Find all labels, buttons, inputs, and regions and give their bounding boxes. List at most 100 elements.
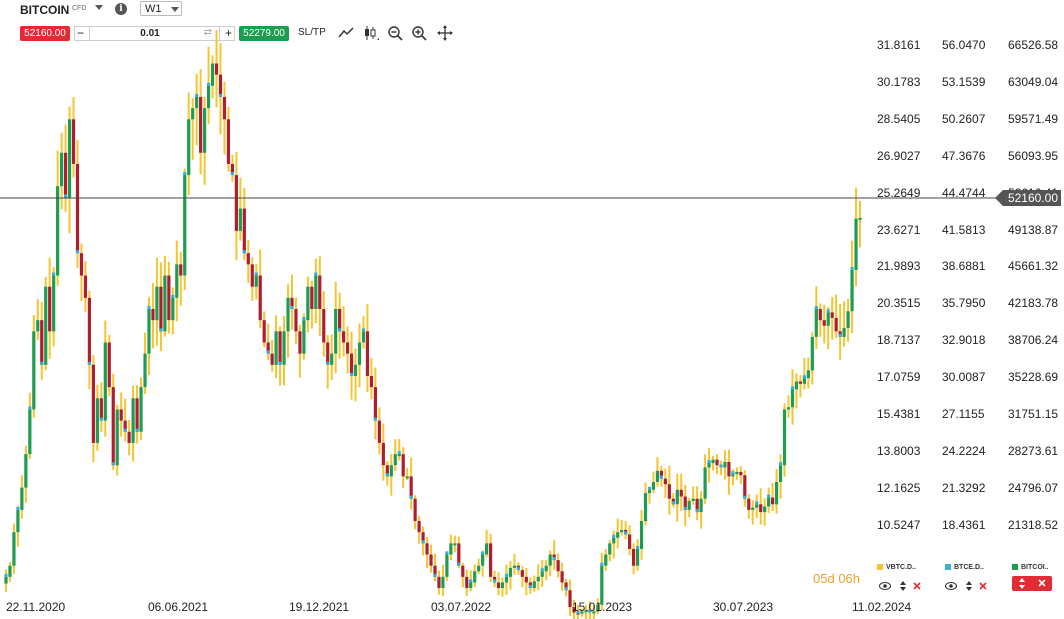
- timeframe-select[interactable]: W1: [140, 1, 182, 16]
- btce-marker: [600, 562, 604, 566]
- candle: [63, 124, 68, 212]
- sell-price-button[interactable]: 52160.00: [20, 26, 70, 41]
- candle: [739, 466, 743, 484]
- increase-volume-button[interactable]: +: [224, 26, 232, 40]
- candle-body-up: [723, 461, 727, 468]
- y-tick-label: 56.0470: [942, 38, 986, 52]
- candle-body-up: [810, 336, 814, 371]
- candle: [377, 407, 381, 455]
- candle-body-down: [99, 398, 103, 421]
- y-tick-label: 28273.61: [1008, 443, 1059, 458]
- btce-marker: [52, 272, 56, 276]
- close-icon[interactable]: [913, 582, 921, 590]
- volume-input[interactable]: 0.01: [140, 28, 160, 39]
- candle-body-down: [151, 309, 155, 321]
- zoom-in-icon[interactable]: [410, 24, 428, 42]
- candle: [254, 264, 258, 300]
- candle: [71, 97, 76, 178]
- eye-icon[interactable]: [945, 582, 957, 590]
- candle-body-down: [747, 498, 751, 510]
- candle-body-up: [254, 275, 258, 287]
- candle-body-down: [230, 163, 235, 176]
- candle-body-down: [421, 532, 425, 544]
- info-icon[interactable]: i: [115, 3, 127, 15]
- candle: [342, 305, 346, 357]
- candle: [91, 355, 95, 463]
- candle-body-up: [548, 554, 552, 566]
- legend-label: VBTC.D..: [886, 564, 916, 571]
- y-tick-label: 10.5247: [877, 517, 921, 532]
- candle: [175, 240, 179, 322]
- symbol-dropdown-icon[interactable]: [95, 5, 103, 10]
- candlestick-icon[interactable]: [362, 24, 380, 42]
- volume-stepper[interactable]: − 0.01 ⇄ +: [74, 26, 235, 41]
- btce-marker: [123, 428, 127, 432]
- candle: [794, 373, 799, 409]
- candle-body-up: [616, 532, 620, 538]
- symbol-name[interactable]: BITCOIN: [20, 3, 70, 17]
- candle: [532, 575, 536, 592]
- candle: [616, 518, 620, 549]
- close-icon[interactable]: [1038, 579, 1046, 587]
- candle: [782, 403, 787, 477]
- candle-body-down: [496, 582, 501, 588]
- candle-body-up: [28, 409, 32, 455]
- btce-marker: [218, 93, 223, 97]
- candle-body-up: [647, 489, 652, 494]
- candle-body-up: [183, 175, 187, 276]
- y-tick-label: 26.9027: [877, 148, 921, 163]
- candle-body-down: [294, 309, 298, 332]
- candle: [214, 30, 219, 108]
- legend-item-btce[interactable]: BTCE.D..: [945, 564, 984, 571]
- candle: [743, 470, 747, 507]
- reorder-icon[interactable]: [966, 581, 972, 591]
- candle: [199, 69, 203, 175]
- candle-body-down: [266, 342, 270, 354]
- candle-body-up: [651, 481, 656, 490]
- legend-label: BITCOI..: [1021, 564, 1049, 571]
- btce-marker: [457, 562, 461, 566]
- candle-body-up: [36, 320, 40, 332]
- buy-price-button[interactable]: 52279.00: [239, 26, 289, 41]
- candle-body-up: [782, 409, 787, 466]
- candle-body-down: [377, 420, 381, 443]
- y-tick-label: 47.3676: [942, 148, 986, 163]
- reorder-icon[interactable]: [1019, 578, 1025, 589]
- candle: [282, 316, 286, 386]
- candle: [163, 255, 167, 337]
- legend-item-vbtc[interactable]: VBTC.D..: [877, 564, 916, 571]
- candle: [226, 106, 231, 172]
- candle-body-down: [524, 576, 528, 583]
- zoom-out-icon[interactable]: [386, 24, 404, 42]
- decrease-volume-button[interactable]: −: [77, 26, 85, 40]
- candle-body-down: [250, 264, 254, 287]
- candle-body-down: [111, 387, 115, 466]
- candle: [731, 469, 735, 486]
- swap-icon[interactable]: ⇄: [203, 27, 212, 38]
- eye-icon[interactable]: [879, 582, 891, 590]
- btce-marker: [397, 451, 401, 455]
- reorder-icon[interactable]: [900, 581, 906, 591]
- candle: [604, 549, 608, 571]
- candle-body-up: [643, 493, 648, 522]
- candle-body-down: [516, 565, 520, 571]
- move-icon[interactable]: [436, 24, 454, 42]
- candle-body-down: [167, 275, 171, 321]
- sltp-button[interactable]: SL/TP: [298, 27, 326, 38]
- candle-body-up: [512, 565, 517, 568]
- line-chart-icon[interactable]: [337, 24, 355, 42]
- candle-body-up: [751, 507, 755, 510]
- top-bar: BITCOIN CFD i W1: [0, 0, 1064, 20]
- candle: [230, 154, 235, 182]
- candle: [127, 420, 131, 456]
- y-tick-label: 24.2224: [942, 443, 986, 458]
- candle: [683, 484, 687, 527]
- candle: [496, 572, 501, 596]
- candle: [135, 385, 139, 444]
- x-tick-label: 19.12.2021: [289, 600, 350, 614]
- candle-body-up: [405, 476, 409, 479]
- legend-item-bitcoin[interactable]: BITCOI..: [1012, 564, 1049, 571]
- close-icon[interactable]: [979, 582, 987, 590]
- candle-body-down: [520, 570, 524, 577]
- candle-body-down: [425, 543, 429, 555]
